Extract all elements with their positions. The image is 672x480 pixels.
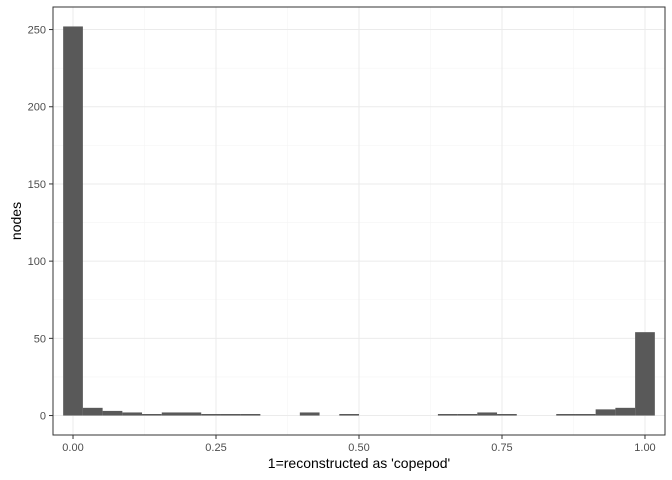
x-axis-title: 1=reconstructed as 'copepod' bbox=[268, 455, 450, 471]
histogram-bar bbox=[477, 412, 498, 416]
x-tick-label: 0.25 bbox=[205, 442, 226, 454]
x-tick-label: 1.00 bbox=[634, 442, 655, 454]
histogram-bar bbox=[556, 414, 576, 416]
x-tick-label: 0.50 bbox=[348, 442, 369, 454]
y-tick-label: 200 bbox=[28, 102, 46, 114]
histogram-bar bbox=[201, 414, 221, 416]
y-tick-label: 250 bbox=[28, 25, 46, 37]
y-tick-label: 150 bbox=[28, 179, 46, 191]
y-axis-ticks: 0 50 100 150 200 250 bbox=[28, 25, 53, 423]
histogram-bar bbox=[102, 410, 123, 416]
histogram-bar bbox=[63, 26, 83, 416]
y-axis-title: nodes bbox=[8, 202, 24, 240]
histogram-bar bbox=[82, 407, 103, 416]
x-axis-ticks: 0.00 0.25 0.50 0.75 1.00 bbox=[62, 435, 656, 454]
y-tick-label: 0 bbox=[40, 411, 46, 423]
histogram-bars bbox=[63, 26, 655, 416]
histogram-bar bbox=[575, 414, 596, 416]
histogram-bar bbox=[161, 412, 182, 416]
histogram-bar bbox=[595, 409, 616, 416]
histogram-bar bbox=[497, 414, 517, 416]
y-tick-label: 50 bbox=[34, 333, 46, 345]
histogram-bar bbox=[615, 407, 636, 416]
x-tick-label: 0.00 bbox=[62, 442, 83, 454]
histogram-bar bbox=[122, 412, 143, 416]
histogram-bar bbox=[142, 414, 162, 416]
histogram-bar bbox=[635, 332, 655, 416]
histogram-bar bbox=[299, 412, 320, 416]
histogram-bar bbox=[220, 414, 241, 416]
histogram-bar bbox=[240, 414, 261, 416]
y-tick-label: 100 bbox=[28, 256, 46, 268]
histogram-bar bbox=[457, 414, 478, 416]
histogram-bar bbox=[181, 412, 202, 416]
x-tick-label: 0.75 bbox=[491, 442, 512, 454]
histogram-bar bbox=[339, 414, 360, 416]
histogram-bar bbox=[437, 414, 458, 416]
